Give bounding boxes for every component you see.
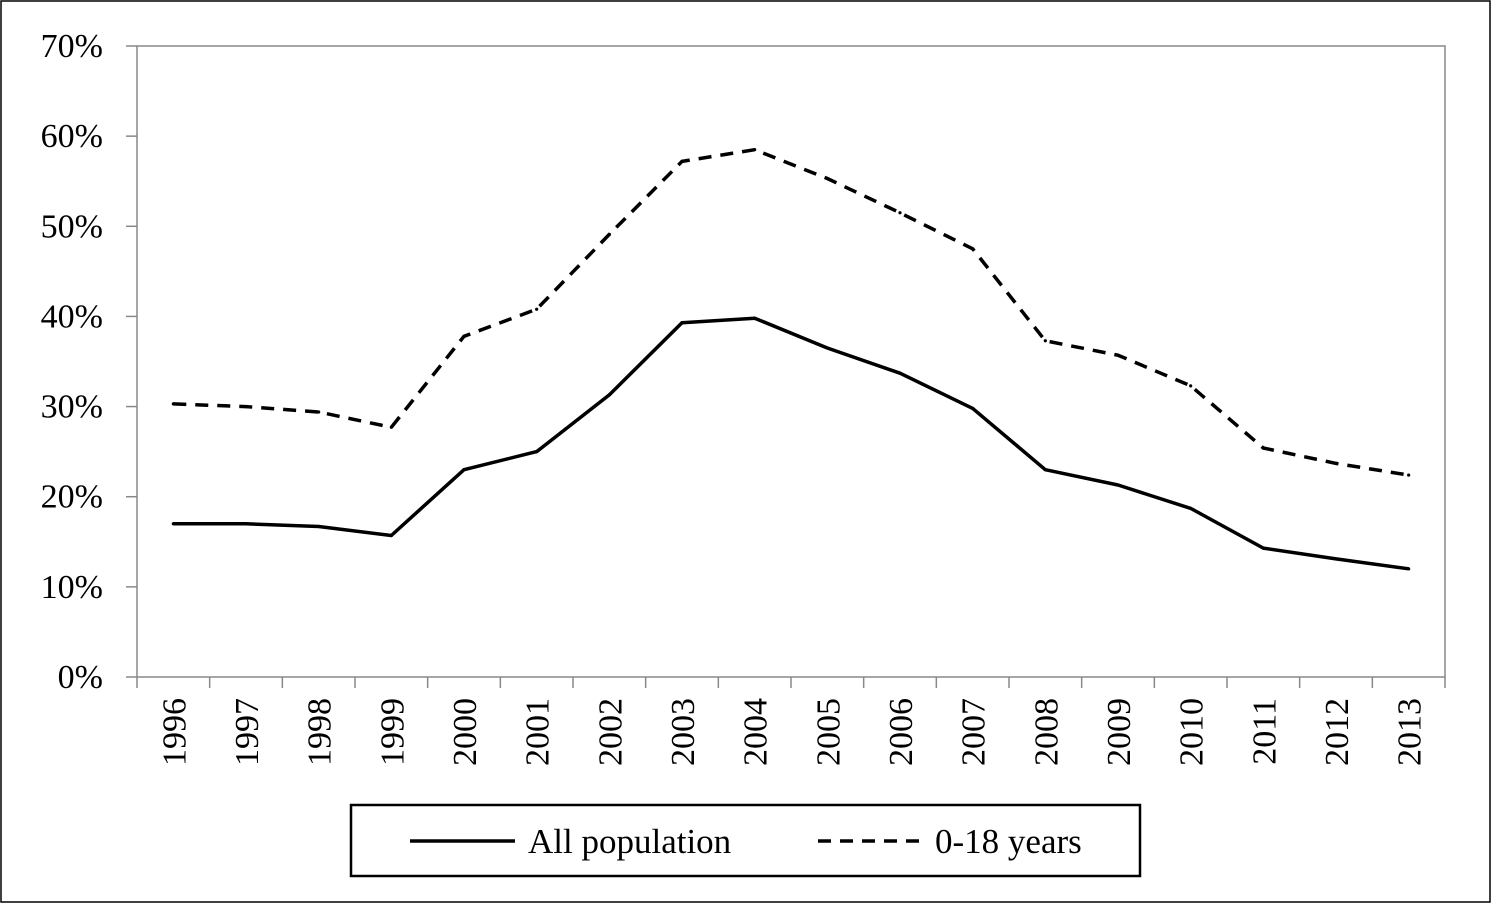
y-tick-label: 10% [41,569,103,606]
y-tick-label: 60% [41,118,103,155]
data-point [462,468,466,472]
plot-area: 0% 10% 20% 30% 40% 50% 60% 70% 1996 1997 1998 1999… [41,28,1446,766]
x-tick-label: 2013 [1392,698,1429,766]
x-tick-label: 2001 [520,698,557,766]
x-tick-label: 2005 [810,698,847,766]
x-tick-label: 2009 [1101,698,1138,766]
series-line-0-18-years [173,147,1409,477]
data-point [171,522,175,526]
data-point [825,176,829,181]
x-tick-label: 2006 [883,698,920,766]
data-point [1334,557,1338,561]
y-tick-label: 50% [41,208,103,245]
data-point [317,524,321,529]
y-tick-label: 70% [41,28,103,65]
data-point [1407,567,1411,571]
data-point [171,402,175,406]
legend-label-all-population: All population [528,822,731,861]
data-point [462,334,466,338]
data-point [1116,353,1120,357]
data-point [535,307,539,311]
data-point [1116,483,1120,487]
data-point [607,232,611,236]
x-tick-label: 2003 [665,698,702,766]
x-tick-label: 2007 [956,698,993,766]
data-point [971,247,975,251]
data-point [1334,461,1338,465]
x-tick-label: 1998 [302,698,339,766]
legend-label-0-18-years: 0-18 years [935,822,1082,861]
data-point [825,346,829,350]
data-point [244,522,248,526]
x-tick-label: 2000 [447,698,484,766]
data-point [389,533,393,538]
y-axis: 0% 10% 20% 30% 40% 50% 60% 70% [41,28,137,696]
data-point [1189,384,1193,388]
data-point [753,316,757,320]
x-tick-label: 1999 [374,698,411,766]
y-tick-label: 20% [41,479,103,516]
y-tick-label: 0% [58,659,103,696]
y-tick-label: 30% [41,389,103,426]
data-point [1189,506,1193,511]
data-point [607,393,611,397]
data-point [1043,339,1047,343]
y-tick-label: 40% [41,298,103,335]
data-point [1043,468,1047,472]
data-point [971,406,975,410]
x-tick-label: 1997 [229,698,266,766]
data-point [1407,473,1411,477]
series-line-all-population [173,316,1409,571]
legend: All population 0-18 years [349,803,1142,878]
data-point [1261,446,1265,450]
x-tick-label: 2004 [738,698,775,766]
x-tick-label: 2008 [1028,698,1065,766]
data-point [389,425,393,429]
data-point [535,450,539,454]
x-tick-label: 2011 [1246,698,1283,765]
data-point [317,410,321,414]
data-point [898,211,902,215]
x-tick-label: 2002 [592,698,629,766]
x-tick-label: 2012 [1319,698,1356,766]
x-axis: 1996 1997 1998 1999 2000 2001 2002 2003 2004 2005… [136,677,1446,766]
data-point [1261,546,1265,550]
data-point [680,321,684,325]
data-point [680,159,684,163]
x-tick-label: 2010 [1174,698,1211,766]
x-tick-label: 1996 [156,698,193,766]
data-point [753,148,757,152]
data-point [244,404,248,409]
series-lines [171,147,1411,571]
data-point [898,371,902,375]
